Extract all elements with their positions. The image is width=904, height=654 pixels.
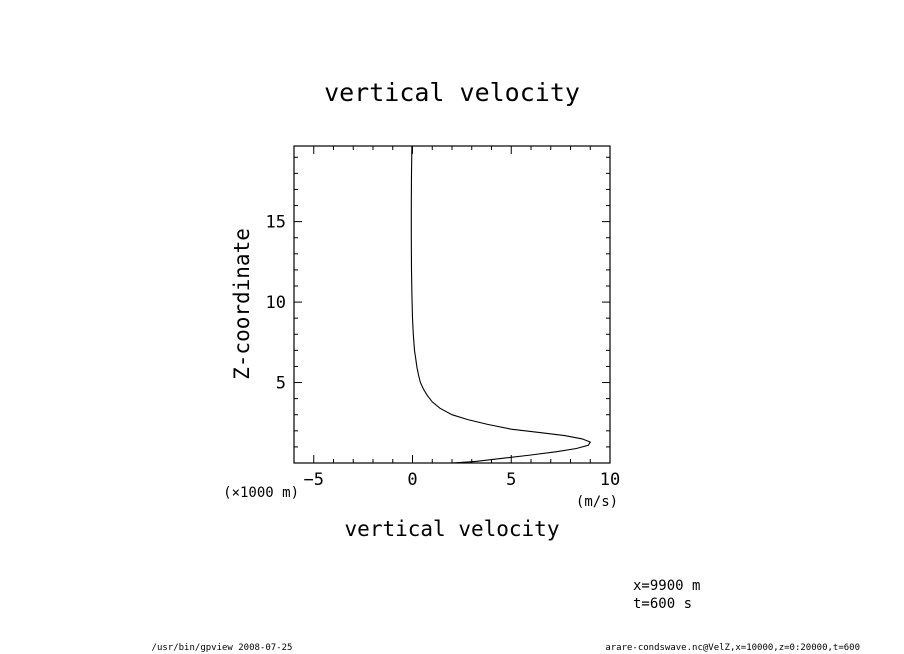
footer-right: arare-condswave.nc@VelZ,x=10000,z=0:2000… bbox=[605, 643, 860, 653]
y-tick-label: 5 bbox=[276, 374, 286, 394]
y-unit-label: (×1000 m) bbox=[223, 485, 299, 501]
y-axis-label: Z-coordinate bbox=[230, 228, 254, 380]
footer-left: /usr/bin/gpview 2008-07-25 bbox=[152, 643, 293, 653]
y-tick-label: 15 bbox=[266, 213, 286, 233]
x-tick-label: 5 bbox=[506, 470, 516, 490]
x-axis-label: vertical velocity bbox=[345, 517, 560, 541]
position-t-note: t=600 s bbox=[633, 596, 692, 612]
y-tick-label: 10 bbox=[266, 293, 286, 313]
y-tick-labels: 5 10 15 bbox=[266, 213, 286, 394]
chart-title: vertical velocity bbox=[324, 78, 580, 107]
x-tick-labels: −5 0 5 10 bbox=[304, 470, 621, 490]
series-line bbox=[410, 145, 592, 464]
x-tick-label: −5 bbox=[304, 470, 324, 490]
x-unit-label: (m/s) bbox=[576, 494, 618, 510]
plot-frame bbox=[293, 145, 611, 464]
position-x-note: x=9900 m bbox=[633, 578, 700, 594]
x-tick-label: 10 bbox=[600, 470, 620, 490]
axis-ticks bbox=[293, 146, 611, 464]
x-tick-label: 0 bbox=[407, 470, 417, 490]
